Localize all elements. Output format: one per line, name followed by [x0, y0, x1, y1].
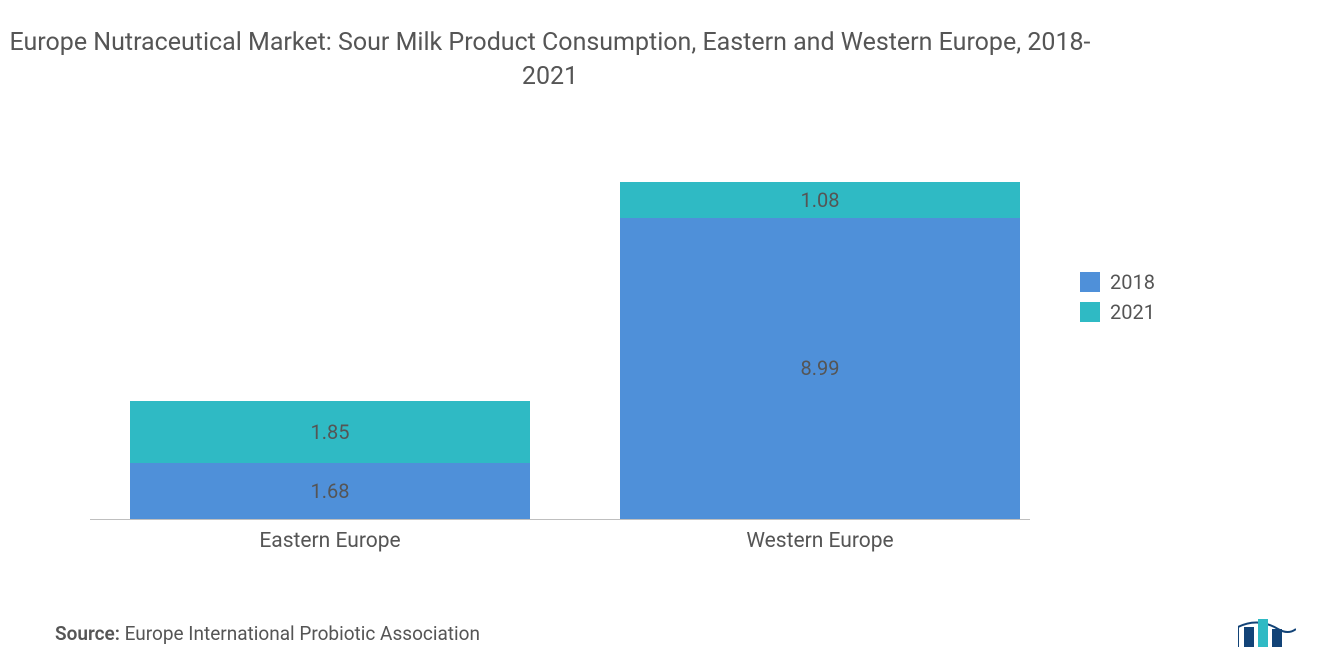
source-prefix: Source:	[55, 622, 120, 645]
legend-label: 2018	[1110, 270, 1155, 294]
legend-swatch	[1080, 272, 1100, 292]
brand-logo-icon	[1238, 607, 1296, 647]
chart-title: Europe Nutraceutical Market: Sour Milk P…	[0, 26, 1100, 94]
value-label: 1.08	[801, 188, 840, 212]
legend-item-2018: 2018	[1080, 270, 1280, 294]
source-text: Europe International Probiotic Associati…	[120, 622, 480, 645]
bar-segment-2021-western: 1.08	[620, 182, 1020, 218]
legend-label: 2021	[1110, 300, 1155, 324]
chart-source: Source: Europe International Probiotic A…	[55, 622, 480, 645]
bar-group-western-europe: 1.08 8.99 Western Europe	[620, 182, 1020, 519]
category-label: Eastern Europe	[130, 529, 530, 553]
value-label: 1.68	[311, 479, 350, 503]
bar-segment-2021-eastern: 1.85	[130, 401, 530, 463]
value-label: 1.85	[311, 420, 350, 444]
category-label: Western Europe	[620, 529, 1020, 553]
bar-segment-2018-western: 8.99	[620, 218, 1020, 519]
chart-legend: 2018 2021	[1080, 270, 1280, 330]
chart-plot-area: 1.85 1.68 Eastern Europe 1.08 8.99 Weste…	[90, 150, 1030, 520]
value-label: 8.99	[801, 356, 840, 380]
legend-item-2021: 2021	[1080, 300, 1280, 324]
legend-swatch	[1080, 302, 1100, 322]
bar-segment-2018-eastern: 1.68	[130, 463, 530, 519]
bar-group-eastern-europe: 1.85 1.68 Eastern Europe	[130, 401, 530, 519]
